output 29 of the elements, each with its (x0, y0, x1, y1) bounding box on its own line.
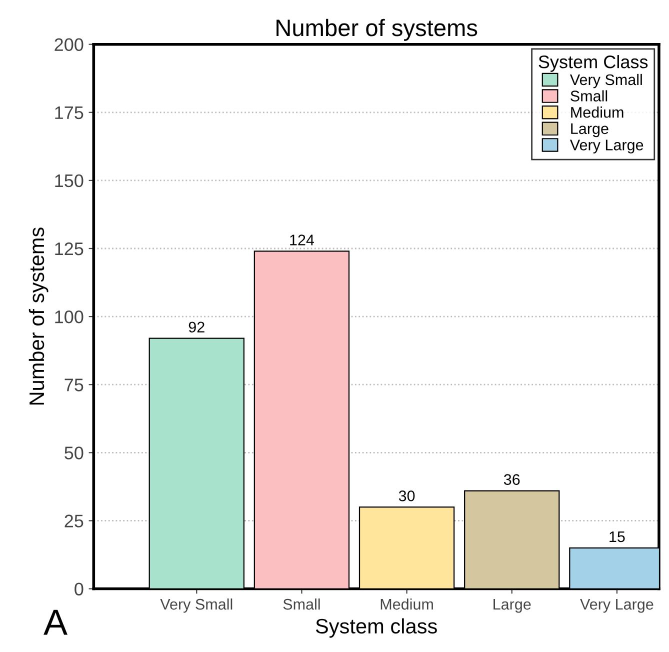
y-axis-title: Number of systems (28, 228, 48, 405)
y-tick-label: 100 (55, 310, 84, 324)
data-label: 124 (290, 234, 314, 246)
x-tick-label: Small (283, 598, 320, 610)
legend-label: Large (571, 123, 608, 138)
y-tick-label: 200 (54, 38, 84, 52)
legend-label: Small (570, 90, 608, 102)
legend-label: Very Small (570, 74, 642, 88)
y-tick-label: 25 (64, 514, 84, 528)
y-tick-label: 175 (55, 106, 84, 120)
x-axis-title: System class (316, 618, 437, 638)
x-tick-label: Very Small (160, 598, 232, 613)
y-tick-label: 50 (64, 446, 84, 460)
legend-label: Medium (571, 106, 624, 118)
x-tick-label: Medium (380, 598, 433, 610)
y-tick-label: 75 (64, 378, 84, 392)
legend-title: System Class (538, 55, 648, 72)
y-tick-label: 125 (55, 242, 84, 256)
x-tick-label: Very Large (580, 599, 654, 613)
text: A (44, 610, 68, 635)
data-label: 30 (398, 490, 415, 502)
data-label: 92 (188, 322, 204, 333)
y-tick-label: 0 (74, 582, 84, 596)
data-label: 15 (610, 531, 625, 542)
data-label: 36 (504, 474, 520, 485)
legend-label: Very Large (570, 140, 644, 154)
chart-title: Number of systems (276, 18, 478, 41)
y-tick-label: 150 (55, 174, 84, 188)
x-tick-label: Large (494, 599, 531, 613)
